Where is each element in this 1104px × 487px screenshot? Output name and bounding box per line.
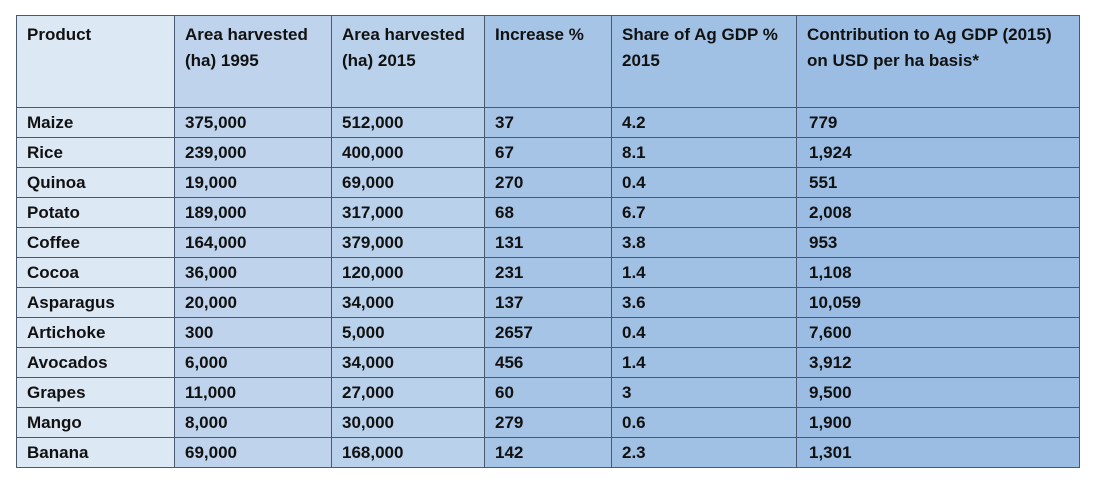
cell-area-1995: 164,000 xyxy=(174,227,332,258)
cell-increase: 142 xyxy=(484,437,612,468)
table-row: Banana 69,000 168,000 142 2.3 1,301 xyxy=(16,437,1080,468)
cell-product: Avocados xyxy=(16,347,175,378)
header-product: Product xyxy=(16,15,175,108)
cell-area-2015: 120,000 xyxy=(331,257,485,288)
cell-area-2015: 400,000 xyxy=(331,137,485,168)
cell-increase: 60 xyxy=(484,377,612,408)
cell-contribution-ag-gdp: 10,059 xyxy=(796,287,1080,318)
cell-share-ag-gdp: 3.8 xyxy=(611,227,797,258)
cell-area-2015: 379,000 xyxy=(331,227,485,258)
cell-share-ag-gdp: 0.4 xyxy=(611,167,797,198)
cell-contribution-ag-gdp: 953 xyxy=(796,227,1080,258)
cell-contribution-ag-gdp: 1,924 xyxy=(796,137,1080,168)
cell-product: Asparagus xyxy=(16,287,175,318)
cell-share-ag-gdp: 0.4 xyxy=(611,317,797,348)
cell-contribution-ag-gdp: 9,500 xyxy=(796,377,1080,408)
table-body: Maize 375,000 512,000 37 4.2 779 Rice 239,000 40… xyxy=(16,107,1080,468)
cell-area-2015: 34,000 xyxy=(331,347,485,378)
table-row: Mango 8,000 30,000 279 0.6 1,900 xyxy=(16,407,1080,438)
cell-contribution-ag-gdp: 779 xyxy=(796,107,1080,138)
header-increase: Increase % xyxy=(484,15,612,108)
cell-area-2015: 30,000 xyxy=(331,407,485,438)
table-header: Product Area harvested (ha) 1995 Area ha… xyxy=(16,15,1080,108)
cell-product: Maize xyxy=(16,107,175,138)
cell-increase: 231 xyxy=(484,257,612,288)
table-row: Quinoa 19,000 69,000 270 0.4 551 xyxy=(16,167,1080,198)
cell-area-2015: 5,000 xyxy=(331,317,485,348)
cell-area-2015: 69,000 xyxy=(331,167,485,198)
table-row: Rice 239,000 400,000 67 8.1 1,924 xyxy=(16,137,1080,168)
cell-area-1995: 8,000 xyxy=(174,407,332,438)
table-row: Avocados 6,000 34,000 456 1.4 3,912 xyxy=(16,347,1080,378)
header-area-2015: Area harvested (ha) 2015 xyxy=(331,15,485,108)
header-row: Product Area harvested (ha) 1995 Area ha… xyxy=(16,15,1080,108)
cell-area-1995: 11,000 xyxy=(174,377,332,408)
cell-share-ag-gdp: 1.4 xyxy=(611,257,797,288)
cell-product: Coffee xyxy=(16,227,175,258)
cell-share-ag-gdp: 3 xyxy=(611,377,797,408)
cell-contribution-ag-gdp: 2,008 xyxy=(796,197,1080,228)
cell-area-2015: 34,000 xyxy=(331,287,485,318)
cell-share-ag-gdp: 8.1 xyxy=(611,137,797,168)
cell-product: Mango xyxy=(16,407,175,438)
header-share-ag-gdp: Share of Ag GDP % 2015 xyxy=(611,15,797,108)
cell-area-1995: 36,000 xyxy=(174,257,332,288)
cell-share-ag-gdp: 3.6 xyxy=(611,287,797,318)
table-row: Artichoke 300 5,000 2657 0.4 7,600 xyxy=(16,317,1080,348)
cell-area-1995: 239,000 xyxy=(174,137,332,168)
cell-product: Quinoa xyxy=(16,167,175,198)
table-row: Asparagus 20,000 34,000 137 3.6 10,059 xyxy=(16,287,1080,318)
header-area-1995: Area harvested (ha) 1995 xyxy=(174,15,332,108)
cell-increase: 67 xyxy=(484,137,612,168)
table-row: Coffee 164,000 379,000 131 3.8 953 xyxy=(16,227,1080,258)
cell-area-1995: 19,000 xyxy=(174,167,332,198)
cell-contribution-ag-gdp: 1,900 xyxy=(796,407,1080,438)
table-row: Cocoa 36,000 120,000 231 1.4 1,108 xyxy=(16,257,1080,288)
cell-contribution-ag-gdp: 1,108 xyxy=(796,257,1080,288)
cell-area-2015: 27,000 xyxy=(331,377,485,408)
cell-area-2015: 512,000 xyxy=(331,107,485,138)
cell-increase: 37 xyxy=(484,107,612,138)
cell-increase: 137 xyxy=(484,287,612,318)
cell-contribution-ag-gdp: 3,912 xyxy=(796,347,1080,378)
cell-area-1995: 300 xyxy=(174,317,332,348)
cell-share-ag-gdp: 1.4 xyxy=(611,347,797,378)
cell-area-1995: 20,000 xyxy=(174,287,332,318)
cell-area-2015: 168,000 xyxy=(331,437,485,468)
cell-contribution-ag-gdp: 551 xyxy=(796,167,1080,198)
cell-area-1995: 69,000 xyxy=(174,437,332,468)
crop-data-table: Product Area harvested (ha) 1995 Area ha… xyxy=(16,15,1080,468)
cell-increase: 279 xyxy=(484,407,612,438)
cell-product: Potato xyxy=(16,197,175,228)
cell-increase: 270 xyxy=(484,167,612,198)
cell-product: Banana xyxy=(16,437,175,468)
cell-increase: 456 xyxy=(484,347,612,378)
cell-product: Artichoke xyxy=(16,317,175,348)
cell-contribution-ag-gdp: 7,600 xyxy=(796,317,1080,348)
cell-share-ag-gdp: 0.6 xyxy=(611,407,797,438)
table-row: Maize 375,000 512,000 37 4.2 779 xyxy=(16,107,1080,138)
table-row: Grapes 11,000 27,000 60 3 9,500 xyxy=(16,377,1080,408)
cell-product: Grapes xyxy=(16,377,175,408)
cell-area-1995: 375,000 xyxy=(174,107,332,138)
cell-increase: 68 xyxy=(484,197,612,228)
cell-area-2015: 317,000 xyxy=(331,197,485,228)
cell-product: Cocoa xyxy=(16,257,175,288)
cell-share-ag-gdp: 6.7 xyxy=(611,197,797,228)
cell-increase: 2657 xyxy=(484,317,612,348)
header-contribution-ag-gdp: Contribution to Ag GDP (2015) on USD per… xyxy=(796,15,1080,108)
cell-area-1995: 6,000 xyxy=(174,347,332,378)
cell-increase: 131 xyxy=(484,227,612,258)
cell-share-ag-gdp: 4.2 xyxy=(611,107,797,138)
cell-product: Rice xyxy=(16,137,175,168)
cell-contribution-ag-gdp: 1,301 xyxy=(796,437,1080,468)
cell-share-ag-gdp: 2.3 xyxy=(611,437,797,468)
cell-area-1995: 189,000 xyxy=(174,197,332,228)
table-row: Potato 189,000 317,000 68 6.7 2,008 xyxy=(16,197,1080,228)
